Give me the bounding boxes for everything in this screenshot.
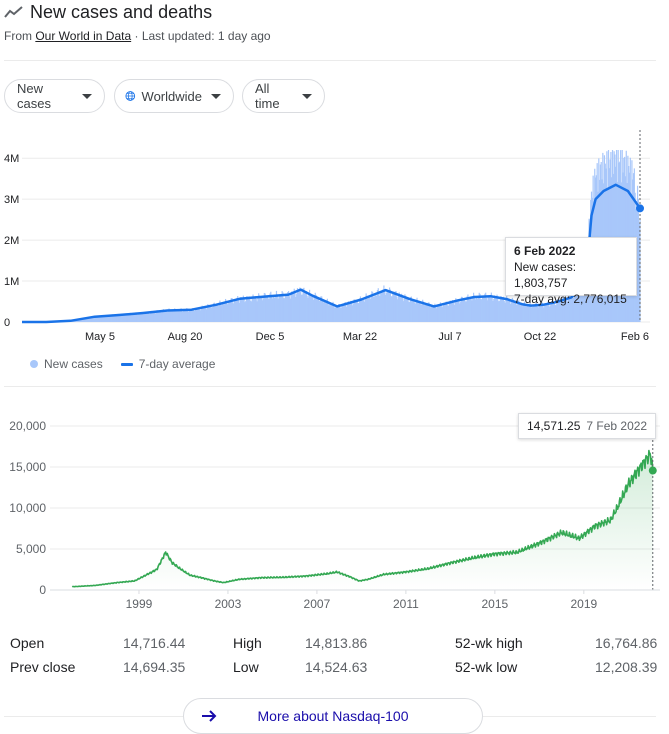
stat-prev-close-label: Prev close: [10, 659, 76, 675]
source-link[interactable]: Our World in Data: [35, 29, 132, 43]
y-tick-label: 5,000: [16, 542, 46, 556]
globe-icon: [125, 91, 136, 101]
x-tick-label: Mar 22: [343, 331, 377, 343]
x-tick-label: Dec 5: [256, 331, 285, 343]
stat-high-value: 14,813.86: [305, 635, 368, 651]
region-dropdown-label: Worldwide: [141, 88, 202, 104]
more-about-nasdaq-button[interactable]: More about Nasdaq-100: [183, 698, 483, 734]
y-tick-label: 20,000: [9, 419, 46, 433]
y-tick-label: 0: [39, 583, 46, 597]
range-dropdown[interactable]: All time: [242, 79, 325, 113]
y-tick-label: 10,000: [9, 501, 46, 515]
stat-low-value: 14,524.63: [305, 659, 368, 675]
hover-dot: [636, 204, 644, 213]
source-line: From Our World in Data · Last updated: 1…: [4, 29, 271, 43]
trending-icon: [4, 6, 23, 18]
y-tick-label: 2M: [4, 235, 19, 247]
y-tick-label: 1M: [4, 276, 19, 288]
x-tick-label: Jul 7: [438, 331, 461, 343]
y-tick-label: 4M: [4, 153, 19, 165]
nasdaq-tooltip-value: 14,571.25: [527, 419, 581, 433]
x-tick-label: 2003: [215, 597, 242, 611]
stat-52wk-low-label: 52-wk low: [455, 659, 518, 675]
nasdaq-tooltip-date: 7 Feb 2022: [586, 419, 648, 433]
nasdaq-tooltip: 14,571.25 7 Feb 2022: [518, 413, 657, 439]
x-tick-label: Feb 6: [621, 331, 649, 343]
stat-52wk-high-label: 52-wk high: [455, 635, 523, 651]
legend-average-line: [120, 362, 133, 366]
metric-dropdown-label: New cases: [17, 81, 51, 111]
y-tick-label: 15,000: [9, 460, 46, 474]
nasdaq-area: [72, 450, 653, 590]
caret-down-icon: [211, 93, 221, 99]
range-dropdown-label: All time: [255, 81, 280, 111]
source-prefix: From: [4, 29, 36, 43]
card-title: New cases and deaths: [30, 1, 213, 22]
stat-open-value: 14,716.44: [123, 635, 186, 651]
stat-high: High 14,813.86: [233, 635, 367, 651]
stat-low: Low 14,524.63: [233, 659, 367, 675]
x-tick-label: Aug 20: [168, 331, 203, 343]
x-tick-label: 2019: [570, 597, 597, 611]
metric-dropdown[interactable]: New cases: [4, 79, 105, 113]
y-tick-label: 3M: [4, 194, 19, 206]
x-tick-label: 2015: [482, 597, 509, 611]
stat-52wk-low: 52-wk low 12,208.39: [455, 659, 657, 675]
hover-dot: [648, 466, 657, 475]
nasdaq-line: [71, 449, 654, 588]
divider: [4, 386, 656, 387]
x-tick-label: May 5: [85, 331, 115, 343]
stat-52wk-high-value: 16,764.86: [595, 635, 658, 651]
stat-low-label: Low: [233, 659, 259, 675]
card-title-row: New cases and deaths: [4, 0, 212, 24]
last-updated: · Last updated: 1 day ago: [131, 29, 271, 43]
caret-down-icon: [302, 93, 312, 99]
x-tick-label: 2007: [304, 597, 331, 611]
cases-tooltip-new: New cases: 1,803,757: [514, 260, 577, 290]
cases-legend: New cases 7-day average: [30, 357, 215, 371]
cases-tooltip-avg: 7-day avg: 2,776,015: [514, 292, 627, 306]
stat-open: Open 14,716.44: [10, 635, 185, 651]
x-tick-label: 1999: [126, 597, 153, 611]
stat-52wk-low-value: 12,208.39: [595, 659, 658, 675]
more-about-nasdaq-label: More about Nasdaq-100: [257, 708, 409, 724]
caret-down-icon: [82, 93, 92, 99]
stat-open-label: Open: [10, 635, 45, 651]
stat-high-label: High: [233, 635, 262, 651]
legend-average-label: 7-day average: [138, 357, 216, 371]
divider: [4, 60, 656, 61]
arrow-right-icon: [202, 710, 217, 722]
stat-52wk-high: 52-wk high 16,764.86: [455, 635, 657, 651]
x-tick-label: 2011: [393, 597, 419, 611]
region-dropdown[interactable]: Worldwide: [114, 79, 234, 113]
y-tick-label: 0: [4, 317, 10, 329]
cases-tooltip-date: 6 Feb 2022: [514, 244, 576, 258]
stat-prev-close-value: 14,694.35: [123, 659, 186, 675]
legend-new-cases-dot: [30, 360, 38, 368]
stat-prev-close: Prev close 14,694.35: [10, 659, 185, 675]
x-tick-label: Oct 22: [524, 331, 556, 343]
legend-new-cases-label: New cases: [44, 357, 103, 371]
cases-tooltip: 6 Feb 2022 New cases: 1,803,757 7-day av…: [505, 237, 637, 306]
